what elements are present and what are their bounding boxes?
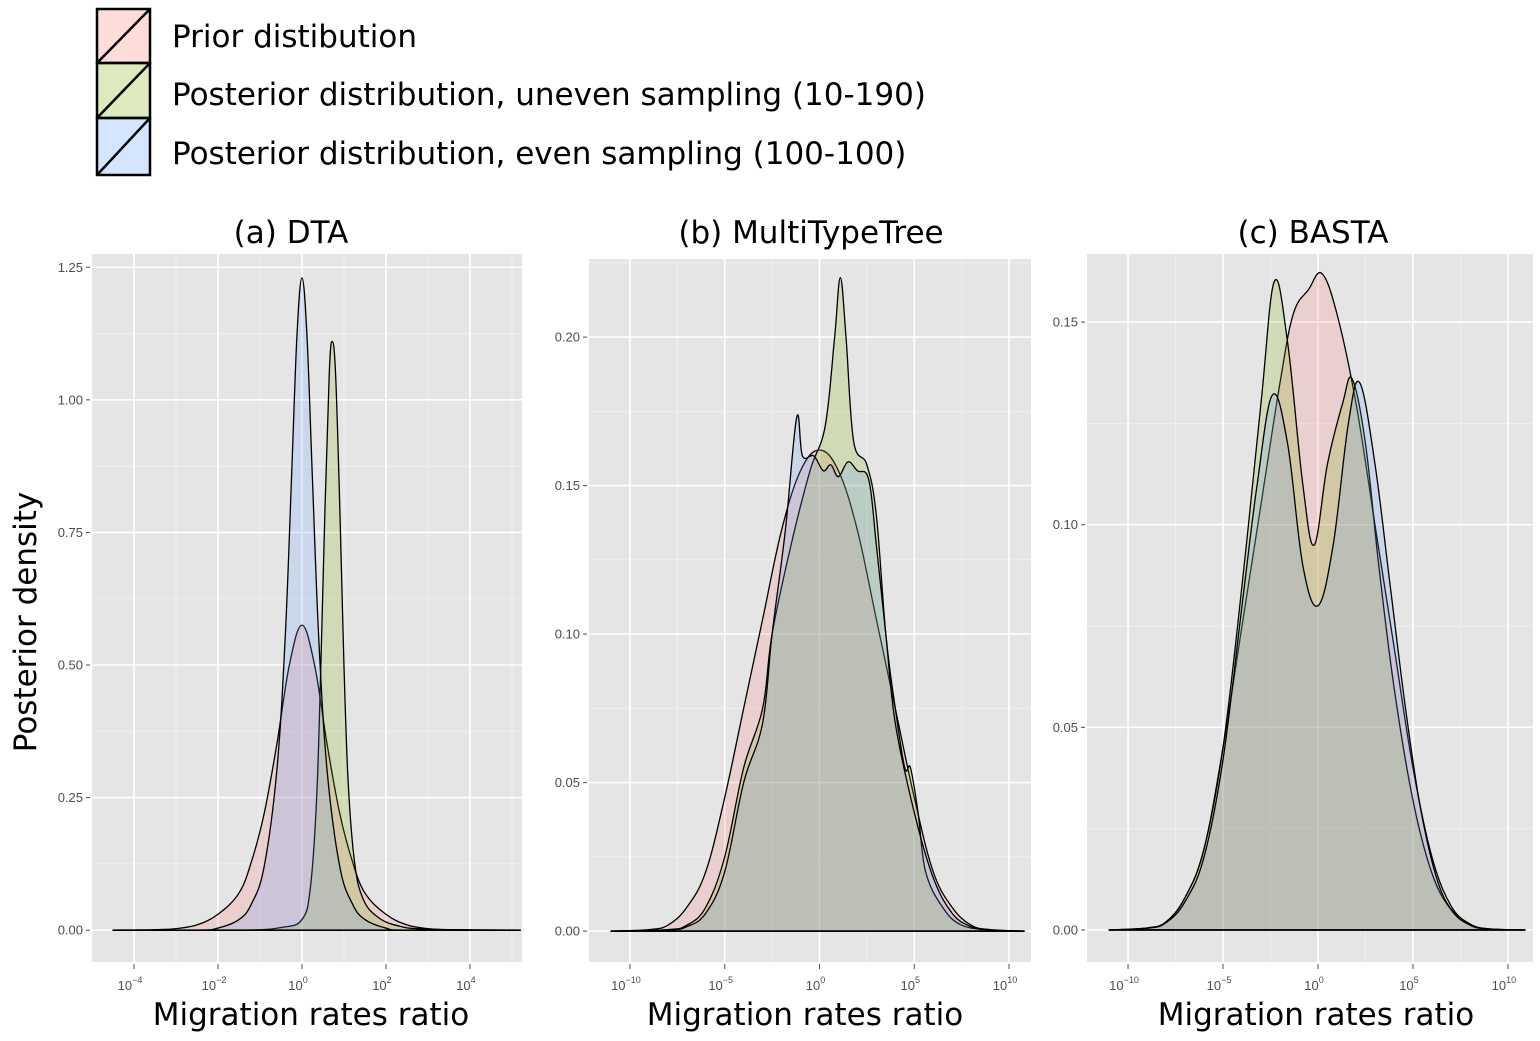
panel-c-background [1087, 254, 1533, 962]
legend-key-slash-prior [96, 8, 151, 64]
panel-a-title: (a) DTA [234, 215, 349, 251]
panel-b-x-tick-label: 100 [806, 975, 825, 993]
panel-a-y-tick-label: 1.00 [58, 392, 83, 407]
panel-b-y-tick-label: 0.20 [555, 330, 580, 345]
panel-b-x-axis-title: Migration rates ratio [647, 997, 963, 1033]
panel-c-x-tick-label: 10−10 [1109, 975, 1139, 993]
legend-label-prior: Prior distibution [172, 19, 417, 55]
panel-a-y-tick-label: 0.50 [58, 658, 83, 673]
legend-item-prior: Prior distibution [95, 7, 417, 65]
panel-c-title: (c) BASTA [1238, 215, 1389, 251]
panel-b-background [589, 259, 1031, 962]
panel-b-x-tick-label: 105 [901, 975, 920, 993]
panel-a-x-tick-label: 102 [372, 975, 391, 993]
panel-b-x-tick-label: 10−10 [611, 975, 641, 993]
y-axis-title: Posterior density [8, 492, 44, 753]
panel-c-x-tick-label: 105 [1399, 975, 1418, 993]
panel-a-x-tick-label: 10−2 [202, 975, 227, 993]
panel-b-y-tick-label: 0.05 [555, 775, 580, 790]
panel-b-title: (b) MultiTypeTree [678, 215, 943, 251]
legend-key-slash-uneven [96, 62, 151, 119]
panel-b-y-tick-label: 0.10 [555, 627, 580, 642]
legend-key-slash-even [96, 117, 151, 176]
panel-b-density-even [610, 414, 1025, 932]
panel-b-y-tick-label: 0.15 [555, 478, 580, 493]
panel-b-density-prior [610, 449, 1025, 932]
panel-c-x-axis-title: Migration rates ratio [1158, 997, 1474, 1033]
legend-item-uneven: Posterior distribution, uneven sampling … [95, 61, 926, 120]
panel-a-x-tick-label: 10−4 [118, 975, 143, 993]
legend-label-uneven: Posterior distribution, uneven sampling … [172, 77, 926, 113]
panel-a-y-tick-label: 0.00 [58, 923, 83, 938]
panel-a-density-even [112, 277, 521, 931]
legend: Prior distibution Posterior distribution… [95, 7, 926, 177]
panel-a: (a) DTA Migration rates ratio 10−4 10−2 10… [58, 215, 522, 1033]
panel-c-x-tick-label: 1010 [1492, 975, 1516, 993]
panel-a-y-tick-label: 1.25 [58, 260, 83, 275]
panel-c-y-tick-label: 0.00 [1053, 922, 1078, 937]
panel-a-x-axis-title: Migration rates ratio [153, 997, 469, 1033]
panel-a-density-uneven [112, 340, 521, 932]
panel-c-y-tick-label: 0.15 [1053, 315, 1078, 330]
panel-c-y-tick-label: 0.10 [1053, 517, 1078, 532]
panel-a-x-tick-label: 104 [456, 975, 475, 993]
panel-c-y-tick-label: 0.05 [1053, 720, 1078, 735]
panel-c-x-tick-label: 10−5 [1207, 975, 1232, 993]
panel-b-density-uneven [610, 277, 1025, 932]
panel-a-y-tick-label: 0.25 [58, 790, 83, 805]
panel-a-x-tick-label: 100 [288, 975, 307, 993]
panel-a-background [92, 254, 522, 962]
legend-label-even: Posterior distribution, even sampling (1… [172, 136, 906, 172]
panel-c-density-uneven [1108, 278, 1526, 931]
panel-a-y-tick-label: 0.75 [58, 525, 83, 540]
panel-c-density-even [1108, 380, 1526, 931]
panel-c-x-tick-label: 100 [1304, 975, 1323, 993]
panel-b-y-tick-label: 0.00 [555, 924, 580, 939]
panel-b-x-tick-label: 1010 [993, 975, 1017, 993]
panel-b: (b) MultiTypeTree Migration rates ratio … [555, 215, 1031, 1033]
panel-a-density-prior [112, 624, 521, 931]
panel-b-x-tick-label: 10−5 [708, 975, 733, 993]
panel-c: (c) BASTA Migration rates ratio 10−10 10−… [1053, 215, 1533, 1033]
legend-item-even: Posterior distribution, even sampling (1… [95, 116, 906, 177]
